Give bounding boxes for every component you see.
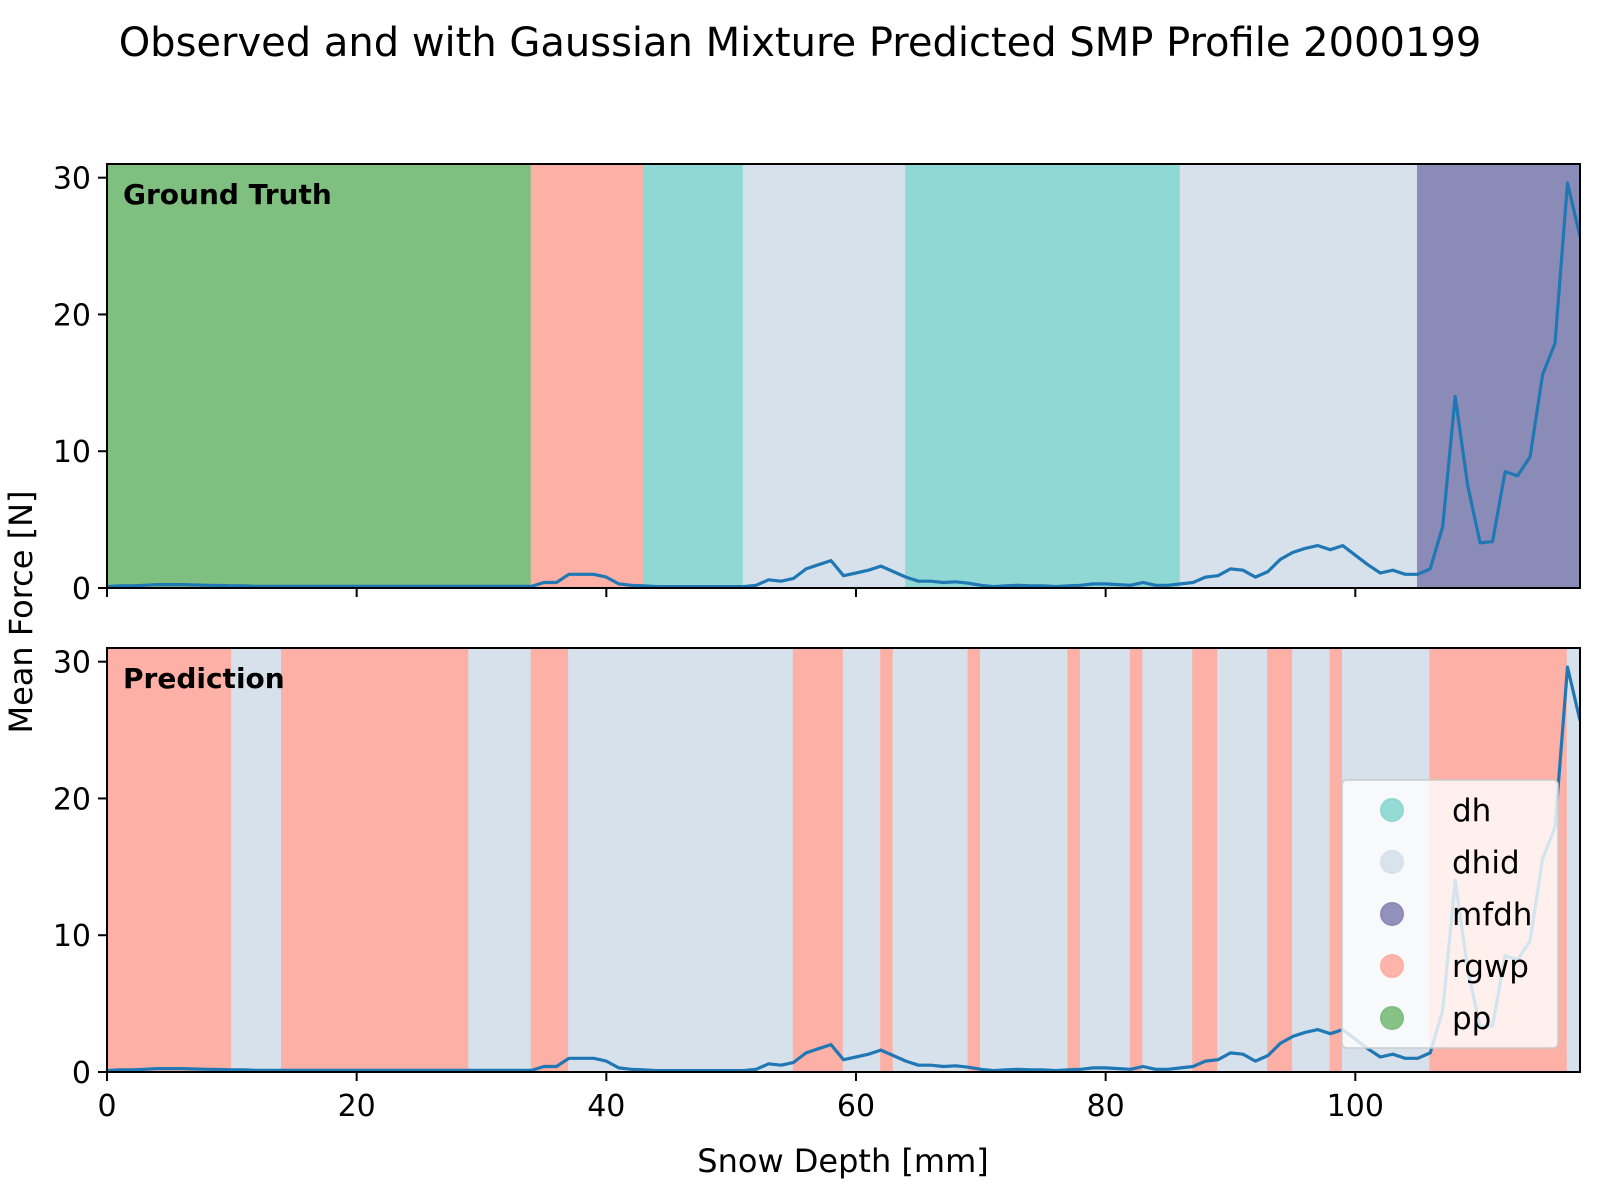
y-axis-label: Mean Force [N] <box>2 490 40 733</box>
segment-dhid <box>1142 648 1194 1072</box>
segment-rgwp <box>880 648 895 1072</box>
segment-dhid <box>1179 164 1419 588</box>
x-tick-label: 40 <box>587 1089 625 1124</box>
legend-marker-rgwp <box>1380 954 1404 978</box>
y-tick-label: 20 <box>53 782 91 817</box>
segment-dhid <box>1079 648 1132 1072</box>
y-tick-label: 0 <box>72 1056 91 1091</box>
segment-pp <box>107 164 533 588</box>
segment-dhid <box>842 648 882 1072</box>
segment-dhid <box>231 648 283 1072</box>
legend: dh dhid mfdh rgwp pp <box>1341 779 1559 1049</box>
x-tick-label: 20 <box>338 1089 376 1124</box>
legend-label-dhid: dhid <box>1452 845 1520 881</box>
axes-frame <box>106 647 1581 1073</box>
y-tick-label: 30 <box>53 162 91 197</box>
x-tick-label: 0 <box>97 1089 116 1124</box>
force-line <box>107 665 1580 1072</box>
segment-dhid <box>468 648 533 1072</box>
segment-dhid <box>742 164 907 588</box>
segment-rgwp <box>967 648 982 1072</box>
segment-rgwp <box>1267 648 1294 1072</box>
y-tick-label: 20 <box>53 298 91 333</box>
segment-dhid <box>1217 648 1269 1072</box>
segment-dhid <box>1292 648 1332 1072</box>
x-axis-label: Snow Depth [mm] <box>697 1142 988 1180</box>
panel-0: 0 10 20 30 Ground Truth <box>53 162 1581 607</box>
y-tick-label: 0 <box>72 572 91 607</box>
legend-marker-dh <box>1380 798 1404 822</box>
panels-group: 0 10 20 30 Ground Truth 0 10 20 30 0 20 40 60 80 100 Pr… <box>53 162 1581 1124</box>
legend-label-mfdh: mfdh <box>1452 897 1532 933</box>
segment-rgwp <box>1129 648 1144 1072</box>
legend-marker-dhid <box>1380 850 1404 874</box>
segment-dh <box>643 164 745 588</box>
y-tick-label: 30 <box>53 646 91 681</box>
force-line <box>107 181 1580 588</box>
segment-dhid <box>892 648 970 1072</box>
segment-rgwp <box>1067 648 1082 1072</box>
segment-rgwp <box>281 648 470 1072</box>
y-tick-label: 10 <box>53 435 91 470</box>
segment-dhid <box>980 648 1069 1072</box>
segment-rgwp <box>792 648 845 1072</box>
legend-label-pp: pp <box>1452 1001 1491 1037</box>
legend-label-dh: dh <box>1452 793 1491 829</box>
segment-dh <box>905 164 1182 588</box>
chart-title: Observed and with Gaussian Mixture Predi… <box>119 20 1482 66</box>
legend-marker-mfdh <box>1380 902 1404 926</box>
plot-area <box>107 164 1580 588</box>
segment-dhid <box>568 648 795 1072</box>
segment-rgwp <box>1329 648 1344 1072</box>
segment-rgwp <box>530 164 645 588</box>
y-tick-label: 10 <box>53 919 91 954</box>
panel-label: Prediction <box>123 662 285 695</box>
legend-marker-pp <box>1380 1006 1404 1030</box>
segment-rgwp <box>530 648 570 1072</box>
x-tick-label: 100 <box>1327 1089 1384 1124</box>
x-tick-label: 60 <box>837 1089 875 1124</box>
axes-frame <box>106 163 1581 589</box>
segment-rgwp <box>107 648 233 1072</box>
segment-rgwp <box>1192 648 1219 1072</box>
segment-dhid <box>1566 648 1580 1072</box>
legend-box <box>1341 779 1559 1049</box>
legend-label-rgwp: rgwp <box>1452 949 1529 985</box>
x-tick-label: 80 <box>1087 1089 1125 1124</box>
panel-label: Ground Truth <box>123 178 332 211</box>
